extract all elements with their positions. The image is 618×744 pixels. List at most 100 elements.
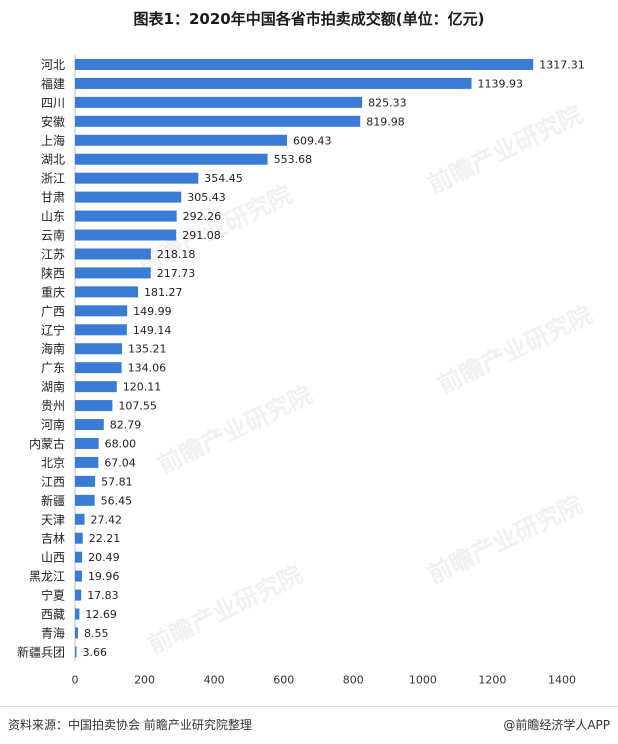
- bar: [75, 210, 177, 222]
- value-label: 68.00: [105, 437, 137, 450]
- value-label: 149.99: [133, 305, 172, 318]
- category-label: 湖南: [41, 379, 65, 394]
- category-label: 海南: [41, 341, 65, 356]
- value-label: 8.55: [84, 627, 109, 640]
- bar: [75, 475, 96, 487]
- category-label: 云南: [41, 228, 65, 243]
- value-label: 819.98: [366, 115, 405, 128]
- value-label: 17.83: [87, 589, 119, 602]
- bar: [75, 400, 113, 412]
- bar: [75, 627, 78, 639]
- category-label: 辽宁: [41, 322, 65, 337]
- bar: [75, 286, 139, 298]
- source-note: 资料来源：中国拍卖协会 前瞻产业研究院整理: [8, 718, 252, 732]
- bar: [75, 551, 83, 563]
- category-label: 内蒙古: [29, 436, 65, 451]
- bar: [75, 153, 268, 165]
- bar: [75, 305, 128, 317]
- bar: [75, 58, 534, 70]
- bar: [75, 191, 182, 203]
- value-label: 218.18: [157, 248, 196, 261]
- bar: [75, 343, 123, 355]
- category-label: 新疆: [41, 493, 65, 508]
- bar: [75, 381, 117, 393]
- category-label: 江西: [41, 475, 65, 489]
- category-label: 湖北: [41, 152, 65, 167]
- bar: [75, 267, 151, 279]
- bar: [75, 532, 83, 544]
- category-label: 四川: [41, 96, 65, 110]
- category-label: 甘肃: [41, 191, 65, 205]
- category-label: 安徽: [41, 114, 65, 129]
- bar: [75, 456, 99, 468]
- category-label: 上海: [41, 133, 65, 148]
- category-label: 陕西: [41, 265, 65, 280]
- category-label: 广西: [41, 304, 65, 318]
- bar: [75, 134, 287, 146]
- brand-credit: @前瞻经济学人APP: [503, 718, 610, 732]
- footer: 资料来源：中国拍卖协会 前瞻产业研究院整理 @前瞻经济学人APP: [0, 706, 618, 744]
- bar: [75, 589, 82, 601]
- category-label: 福建: [41, 76, 65, 91]
- category-label: 山西: [41, 551, 65, 565]
- category-label: 贵州: [41, 399, 65, 413]
- value-label: 19.96: [88, 570, 120, 583]
- value-label: 609.43: [293, 134, 332, 147]
- category-label: 黑龙江: [29, 570, 65, 584]
- value-label: 825.33: [368, 96, 407, 109]
- category-label: 江苏: [41, 247, 65, 261]
- value-label: 3.66: [83, 646, 108, 659]
- category-label: 天津: [41, 513, 65, 527]
- value-label: 22.21: [89, 532, 121, 545]
- category-label: 重庆: [41, 285, 65, 299]
- bar: [75, 96, 363, 108]
- value-label: 354.45: [204, 172, 243, 185]
- bar: [75, 172, 199, 184]
- x-tick-label: 1400: [548, 673, 576, 686]
- value-label: 134.06: [128, 362, 167, 375]
- value-label: 292.26: [183, 210, 222, 223]
- value-label: 1139.93: [478, 77, 524, 90]
- bar: [75, 646, 77, 658]
- value-label: 181.27: [144, 286, 183, 299]
- bar: [75, 608, 80, 620]
- category-label: 浙江: [41, 172, 65, 186]
- value-label: 57.81: [101, 475, 133, 488]
- category-label: 新疆兵团: [17, 644, 65, 659]
- bar: [75, 229, 177, 241]
- value-label: 12.69: [85, 608, 117, 621]
- bar: [75, 248, 151, 260]
- bar: [75, 362, 122, 374]
- category-label: 广东: [41, 361, 65, 375]
- bar: [75, 494, 95, 506]
- category-label: 北京: [41, 456, 65, 470]
- category-label: 山东: [41, 210, 65, 224]
- category-label: 青海: [41, 625, 65, 640]
- value-label: 135.21: [128, 343, 167, 356]
- value-label: 553.68: [274, 153, 313, 166]
- x-tick-label: 1000: [409, 673, 437, 686]
- category-label: 河南: [41, 417, 65, 432]
- value-label: 27.42: [91, 513, 123, 526]
- value-label: 120.11: [123, 381, 162, 394]
- bar: [75, 77, 472, 89]
- value-label: 67.04: [104, 456, 136, 469]
- bar: [75, 437, 99, 449]
- value-label: 291.08: [182, 229, 221, 242]
- bar: [75, 115, 361, 127]
- category-label: 西藏: [41, 608, 65, 622]
- bar-chart: 河北 1317.31 福建 1139.93 四川 825.33 安徽 819.98 上海 609.…: [17, 55, 585, 686]
- value-label: 56.45: [101, 494, 133, 507]
- x-tick-label: 400: [204, 673, 225, 686]
- value-label: 82.79: [110, 419, 142, 432]
- bar: [75, 324, 127, 336]
- x-tick-label: 1200: [478, 673, 506, 686]
- value-label: 20.49: [88, 551, 120, 564]
- value-label: 1317.31: [539, 58, 585, 71]
- x-tick-label: 600: [273, 673, 294, 686]
- value-label: 107.55: [118, 400, 157, 413]
- category-label: 宁夏: [41, 588, 65, 603]
- category-label: 河北: [41, 58, 65, 72]
- x-tick-label: 0: [72, 673, 79, 686]
- value-label: 217.73: [157, 267, 196, 280]
